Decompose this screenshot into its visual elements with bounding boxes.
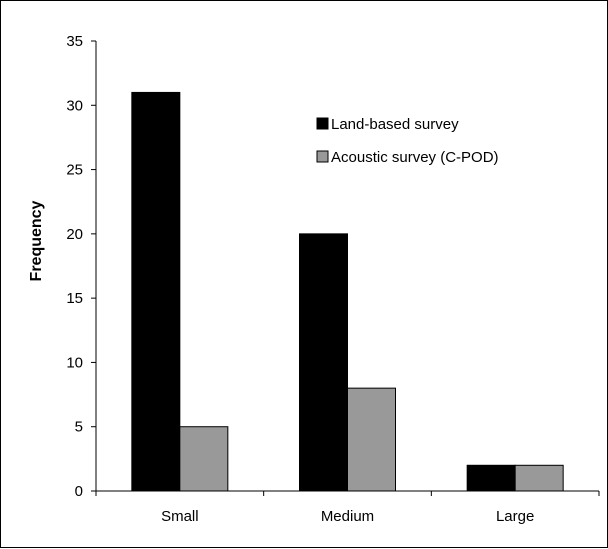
legend: Land-based survey Acoustic survey (C-POD) [316,116,499,166]
x-tick-label: Large [496,508,534,525]
legend-swatch [316,150,329,163]
y-tick-label: 0 [75,483,83,500]
bars [131,91,564,492]
axes: 0 5 10 15 20 25 30 35 Small Medium Large [66,33,600,525]
y-tick-label: 15 [66,290,83,307]
x-tick-label: Small [161,508,199,525]
y-tick-label: 20 [66,226,83,243]
bar-medium-series-1 [299,233,348,492]
legend-label: Acoustic survey (C-POD) [331,149,499,166]
legend-label: Land-based survey [331,116,459,133]
bar-medium-series-2 [347,387,396,492]
bar-large-series-1 [466,464,516,492]
y-tick-label: 10 [66,354,83,371]
y-tick-label: 30 [66,97,83,114]
bar-small-series-2 [179,426,229,492]
y-tick-label: 25 [66,162,83,179]
y-tick-label: 5 [75,419,83,436]
legend-swatch [316,117,329,130]
bar-small-series-1 [131,91,181,492]
y-tick-label: 35 [66,33,83,50]
y-axis-title: Frequency [28,200,45,281]
x-tick-label: Medium [321,508,374,525]
bar-large-series-2 [514,464,564,492]
